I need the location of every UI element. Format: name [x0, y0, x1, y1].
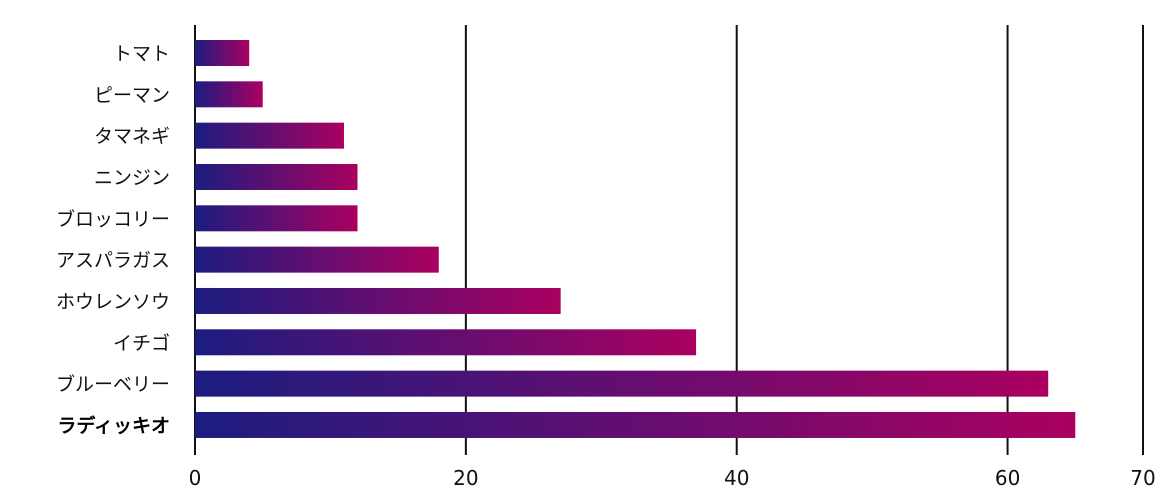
category-label: ニンジン — [94, 167, 170, 189]
x-tick-label: 60 — [995, 466, 1020, 490]
bar — [195, 246, 439, 273]
bar — [195, 81, 263, 108]
x-tick-label: 70 — [1130, 466, 1155, 490]
bar — [195, 370, 1049, 397]
category-label: ブルーベリー — [56, 373, 170, 396]
bar — [195, 329, 697, 356]
bar — [195, 287, 561, 314]
category-label: ブロッコリー — [56, 207, 170, 230]
x-tick-label: 40 — [724, 466, 749, 490]
category-label: タマネギ — [94, 126, 170, 148]
category-label: トマト — [113, 43, 170, 65]
category-label: ホウレンソウ — [56, 291, 170, 313]
bars — [195, 40, 1076, 438]
bar — [195, 40, 250, 66]
bar — [195, 205, 358, 232]
x-tick-labels: 0 20 40 60 70 — [189, 466, 1156, 490]
category-label: ピーマン — [94, 84, 170, 106]
bar — [195, 122, 344, 149]
bar — [195, 163, 358, 190]
category-labels: トマトピーマンタマネギニンジンブロッコリーアスパラガスホウレンソウイチゴブルーベ… — [56, 43, 170, 437]
x-tick-label: 0 — [189, 466, 202, 490]
category-label: アスパラガス — [56, 250, 170, 272]
category-label: ラディッキオ — [57, 414, 170, 437]
bar — [195, 411, 1076, 438]
x-tick-label: 20 — [453, 466, 478, 490]
category-label: イチゴ — [113, 332, 170, 354]
